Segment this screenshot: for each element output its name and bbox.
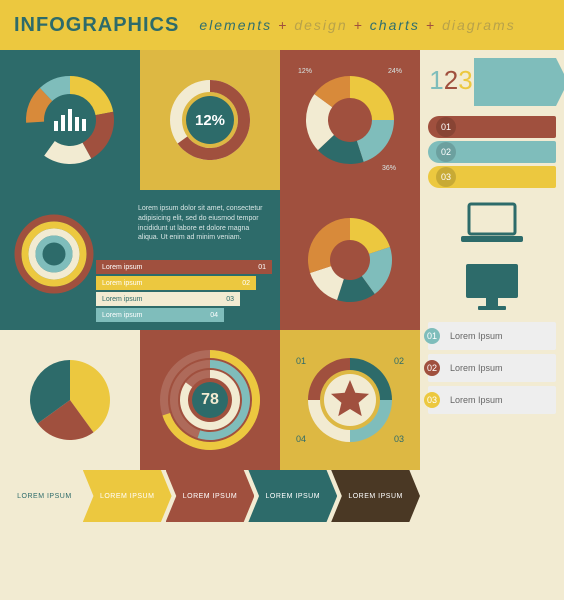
- hbar-item: Lorem ipsum04: [96, 308, 224, 322]
- chart-grid: 12% 12% 24% 36% Lorem ipsum dolor sit am…: [0, 50, 420, 470]
- cell-concentric: 78: [140, 330, 280, 470]
- arrow-step: LOREM IPSUM: [83, 470, 172, 522]
- ribbon-item: 03: [428, 166, 556, 188]
- header-subtitle: elements+design+charts+diagrams: [199, 17, 515, 33]
- donut-labeled-icon: [295, 65, 405, 175]
- infographic-page: INFOGRAPHICS elements+design+charts+diag…: [0, 0, 564, 600]
- pie-chart-icon: [25, 355, 115, 445]
- hbar-item: Lorem ipsum03: [96, 292, 240, 306]
- bar-chart-icon: [54, 109, 86, 131]
- tag-list: 01Lorem Ipsum 02Lorem Ipsum 03Lorem Ipsum: [428, 322, 556, 414]
- arrow-step: LOREM IPSUM: [0, 470, 89, 522]
- tag-item: 01Lorem Ipsum: [428, 322, 556, 350]
- donut-chart-2-icon: [300, 210, 400, 310]
- cell-donut-2: [280, 190, 420, 330]
- number-banner: 123: [428, 58, 556, 106]
- tag-item: 02Lorem Ipsum: [428, 354, 556, 382]
- banner-numbers: 123: [428, 58, 474, 106]
- arrow-step: LOREM IPSUM: [166, 470, 255, 522]
- horizontal-bars: Lorem ipsum01 Lorem ipsum02 Lorem ipsum03 L…: [96, 260, 272, 322]
- right-column: 123 01 02 03 01Lorem Ipsum 02Lorem Ipsum 03L…: [420, 50, 564, 522]
- cell-pie: [0, 330, 140, 470]
- hbar-item: Lorem ipsum02: [96, 276, 256, 290]
- spiral-chart-icon: [10, 210, 100, 330]
- left-column: 12% 12% 24% 36% Lorem ipsum dolor sit am…: [0, 50, 420, 522]
- cell-star: 01 02 03 04: [280, 330, 420, 470]
- arrow-steps: LOREM IPSUMLOREM IPSUMLOREM IPSUMLOREM I…: [0, 470, 420, 522]
- lorem-text: Lorem ipsum dolor sit amet, consectetur …: [138, 204, 266, 243]
- page-title: INFOGRAPHICS: [14, 14, 179, 37]
- cell-labeled-donut: 12% 24% 36%: [280, 50, 420, 190]
- progress-value: 12%: [195, 112, 225, 129]
- arrow-step: LOREM IPSUM: [331, 470, 420, 522]
- ribbon-item: 02: [428, 141, 556, 163]
- tag-item: 03Lorem Ipsum: [428, 386, 556, 414]
- arrow-step: LOREM IPSUM: [248, 470, 337, 522]
- rings-center-value: 78: [201, 391, 219, 409]
- ribbon-item: 01: [428, 116, 556, 138]
- laptop-icon: [456, 198, 528, 250]
- ribbon-list: 01 02 03: [428, 116, 556, 188]
- hbar-item: Lorem ipsum01: [96, 260, 272, 274]
- star-donut-icon: [300, 350, 400, 450]
- cell-donut-bars: [0, 50, 140, 190]
- monitor-icon: [456, 260, 528, 312]
- cell-progress-arc: 12%: [140, 50, 280, 190]
- header-bar: INFOGRAPHICS elements+design+charts+diag…: [0, 0, 564, 50]
- banner-body: [474, 58, 556, 106]
- cell-spiral: Lorem ipsum dolor sit amet, consectetur …: [0, 190, 280, 330]
